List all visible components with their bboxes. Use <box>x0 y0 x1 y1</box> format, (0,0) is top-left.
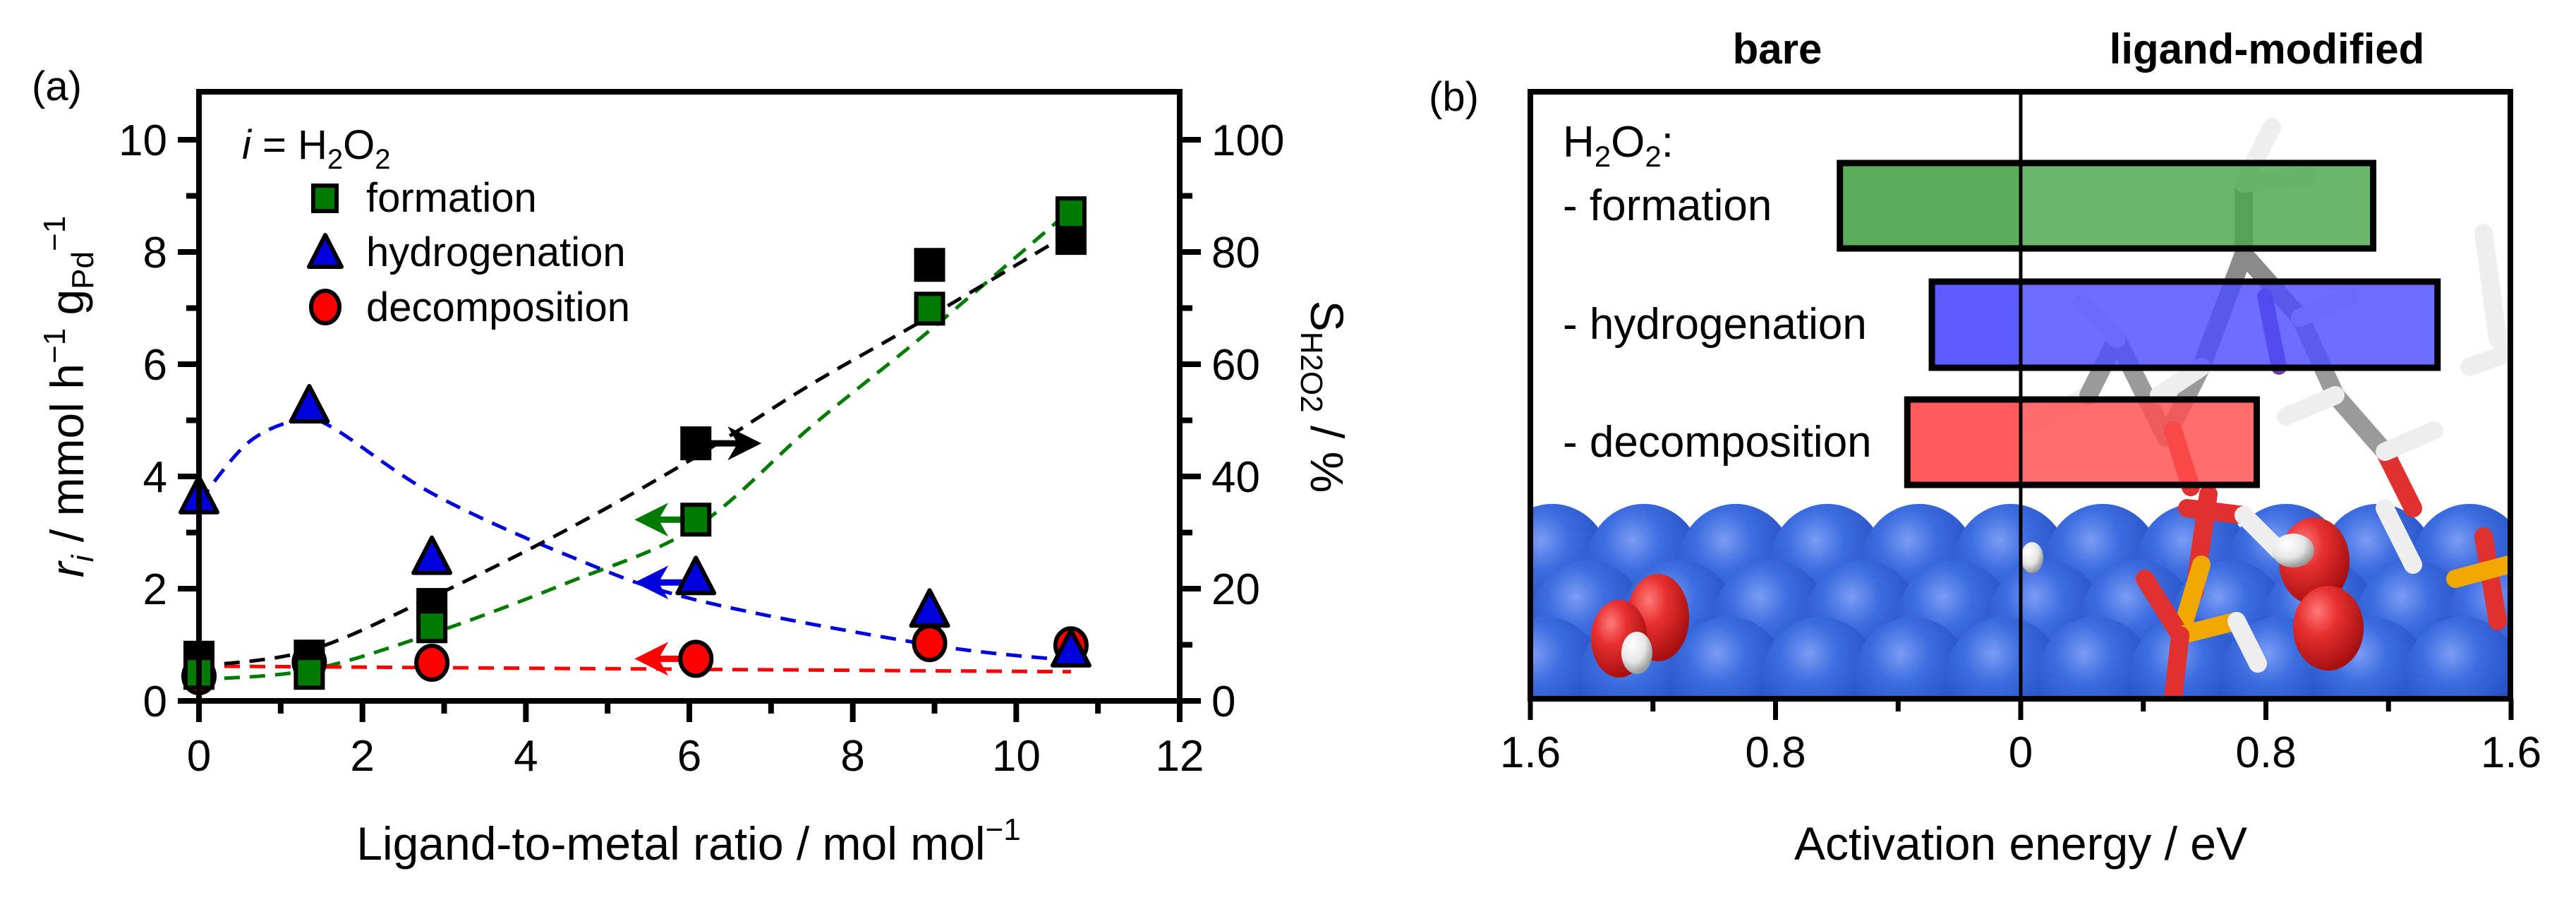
hydrogenation-point <box>289 383 330 424</box>
panel-b: (b) bare ligand-modified <box>1429 25 2541 870</box>
x-tick-label: 8 <box>840 732 864 781</box>
bar-ligand-modified-hydrogenation <box>2021 282 2438 368</box>
y2-tick-label: 60 <box>1211 341 1260 390</box>
legend-label-decomposition: decomposition <box>366 284 630 330</box>
category-label-formation: - formation <box>1563 181 1772 230</box>
header-bare: bare <box>1733 25 1822 73</box>
pd-atom <box>2038 616 2153 699</box>
y2-tick-label: 40 <box>1211 453 1260 502</box>
h2o2-ligand-modified <box>2021 517 2364 671</box>
y2-tick-label: 80 <box>1211 229 1260 277</box>
hydrogenation-fit-line <box>199 416 1072 663</box>
bar-bare-formation <box>1839 163 2021 248</box>
activation-energy-bars <box>1837 160 2441 488</box>
legend-label-formation: formation <box>366 175 537 221</box>
y2-tick-label: 20 <box>1211 565 1260 614</box>
y-tick-label: 4 <box>143 453 167 502</box>
category-label-hydrogenation: - hydrogenation <box>1563 300 1867 349</box>
panel-a-label: (a) <box>32 64 82 109</box>
legend-marker-formation <box>311 184 339 213</box>
pd-atom <box>2129 616 2245 699</box>
formation-point <box>680 503 712 537</box>
x-tick-label: 4 <box>514 732 538 781</box>
x-tick-label-b: 1.6 <box>2481 728 2541 777</box>
x-tick-label: 0 <box>187 732 211 781</box>
formation-point <box>294 656 325 690</box>
hydrogenation-point <box>1050 627 1092 668</box>
hydrogenation-axis-arrow-head <box>634 565 669 600</box>
formation-point <box>914 292 945 326</box>
y-axis-ticks: 0 2 4 6 8 10 <box>119 116 199 726</box>
legend-label-hydrogenation: hydrogenation <box>366 229 626 275</box>
legend: i = H2O2 formation hydrogenation decompo… <box>242 122 630 330</box>
x-tick-label: 10 <box>992 732 1041 781</box>
pd-atom <box>1671 616 1786 699</box>
decomposition-fit-line <box>199 664 1071 674</box>
decomposition-axis-arrow-head <box>634 642 669 676</box>
category-label-decomposition: - decomposition <box>1563 418 1872 467</box>
bar-outline-decomposition <box>1904 396 2260 488</box>
x-tick-label-b: 1.6 <box>1500 728 1561 777</box>
x-axis-ticks: 0 2 4 6 8 10 12 <box>187 701 1204 781</box>
bar-outline-formation <box>1837 160 2377 252</box>
selectivity-point <box>914 248 945 282</box>
x-tick-label: 12 <box>1156 732 1204 781</box>
panel-a: (a) 0 2 4 6 8 10 12 0 2 4 6 8 10 0 20 40 60 80 100 Ligan… <box>32 64 1353 870</box>
formation-axis-arrow-head <box>634 503 669 537</box>
hydrogenation-point <box>909 588 950 628</box>
legend-marker-decomposition <box>309 289 341 325</box>
decomposition-point <box>414 643 450 682</box>
bar-ligand-modified-formation <box>2021 163 2374 248</box>
x-axis-title-b: Activation energy / eV <box>1794 817 2247 870</box>
y2-tick-label: 100 <box>1211 116 1284 165</box>
hydrogenation-point <box>675 555 717 596</box>
x-tick-label-b: 0.8 <box>2235 728 2296 777</box>
y-tick-label: 10 <box>119 116 167 165</box>
legend-title: i = H2O2 <box>242 122 391 175</box>
selectivity-axis-arrow-head <box>727 426 762 461</box>
decomposition-point <box>678 639 714 678</box>
y2-axis-ticks: 0 20 40 60 80 100 <box>1180 116 1284 726</box>
group-title: H2O2: <box>1563 118 1674 173</box>
formation-point <box>1055 196 1087 231</box>
x-axis-ticks-b: 1.6 0.8 0 0.8 1.6 <box>1500 699 2541 777</box>
hydrogenation-point <box>411 535 453 575</box>
y-axis-title-a: ri / mmol h−1 gPd−1 <box>37 216 100 577</box>
y-tick-label: 0 <box>143 678 167 726</box>
h2o2-bare <box>1591 574 1689 678</box>
y-tick-label: 8 <box>143 229 167 277</box>
pd-atom <box>1854 616 1970 699</box>
y2-axis-title-a: SH2O2 / % <box>1294 301 1353 493</box>
pd-atom <box>2405 616 2510 699</box>
x-axis-title-a: Ligand-to-metal ratio / mol mol−1 <box>356 812 1021 870</box>
y-tick-label: 6 <box>143 341 167 390</box>
x-tick-label: 2 <box>350 732 374 781</box>
axis-arrows <box>634 426 762 676</box>
legend-marker-hydrogenation <box>307 233 344 269</box>
decomposition-point <box>912 624 948 663</box>
x-tick-label: 6 <box>677 732 701 781</box>
formation-point <box>416 609 448 644</box>
y-tick-label: 2 <box>143 565 167 614</box>
selectivity-point <box>680 426 712 461</box>
bar-ligand-modified-decomposition <box>2021 400 2257 485</box>
panel-b-label: (b) <box>1429 74 1479 120</box>
header-ligand-modified: ligand-modified <box>2110 25 2425 73</box>
x-tick-label-b: 0 <box>2009 728 2033 777</box>
pd-atom <box>1946 616 2062 699</box>
data-markers <box>179 196 1092 696</box>
bar-bare-decomposition <box>1907 400 2021 485</box>
y2-tick-label: 0 <box>1211 678 1235 726</box>
x-tick-label-b: 0.8 <box>1745 728 1806 777</box>
bar-bare-hydrogenation <box>1932 282 2021 368</box>
pd-atom <box>1762 616 1878 699</box>
plot-frame-a <box>196 89 1183 704</box>
bar-outline-hydrogenation <box>1928 278 2441 371</box>
